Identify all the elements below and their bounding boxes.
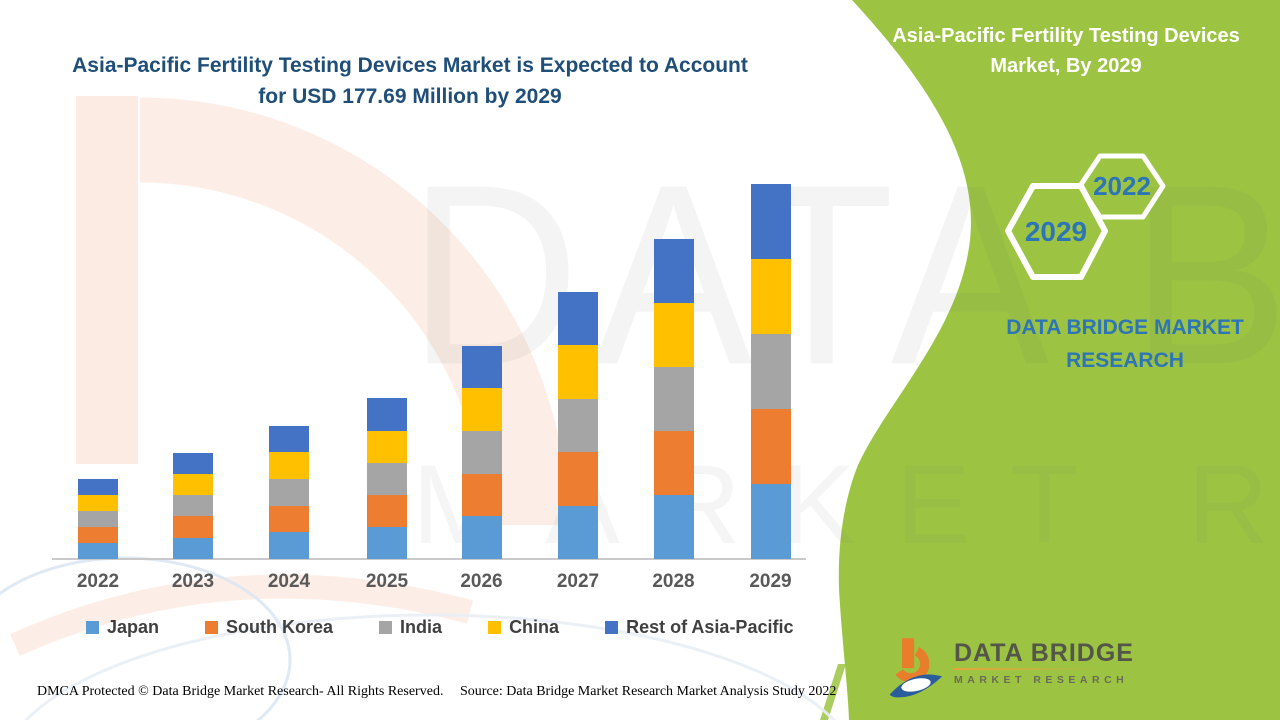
bar-segment-japan-2022 [78, 543, 118, 559]
x-axis-label-2026: 2026 [460, 571, 503, 592]
legend-label-india: India [400, 617, 443, 637]
bar-segment-india-2026 [461, 430, 502, 474]
legend-item-rest-of-asia-pacific: Rest of Asia-Pacific [605, 617, 793, 638]
brand-wordmark: DATA BRIDGE MARKET RESEARCH [1006, 316, 1244, 372]
watermark-logo-stem [76, 96, 138, 464]
x-axis-label-2029: 2029 [749, 571, 792, 592]
bar-segment-rest-of-asia-pacific-2029 [750, 184, 791, 259]
bar-segment-india-2023 [173, 495, 213, 517]
bar-segment-china-2026 [461, 388, 502, 431]
bar-segment-china-2024 [269, 452, 309, 479]
bar-2027 [558, 291, 598, 559]
legend-label-rest-of-asia-pacific: Rest of Asia-Pacific [626, 617, 794, 637]
page-title: Asia-Pacific Fertility Testing Devices M… [72, 54, 748, 108]
x-axis-label-2024: 2024 [267, 571, 311, 592]
x-axis-label-2027: 2027 [556, 571, 600, 592]
bar-segment-rest-of-asia-pacific-2026 [461, 345, 502, 389]
bar-2024 [269, 425, 309, 559]
watermark-logo-arc [139, 97, 568, 526]
bar-segment-japan-2029 [750, 484, 791, 559]
bar-segment-japan-2025 [367, 526, 407, 559]
hexagon-2022 [1077, 153, 1166, 220]
bar-2028 [653, 239, 694, 559]
legend-label-japan: Japan [107, 617, 160, 637]
bar-segment-japan-2028 [653, 495, 694, 559]
data-bridge-logo-icon [889, 638, 943, 698]
bar-segment-china-2027 [558, 345, 598, 399]
bar-segment-rest-of-asia-pacific-2025 [367, 398, 407, 431]
footer-source: Source: Data Bridge Market Research Mark… [460, 684, 837, 699]
bar-segment-china-2023 [173, 473, 213, 496]
legend-swatch-rest-of-asia-pacific [605, 621, 619, 634]
bar-segment-india-2022 [78, 511, 118, 528]
x-axis-label-2023: 2023 [171, 571, 215, 592]
bar-segment-south-korea-2025 [367, 494, 407, 527]
legend-item-japan: Japan [86, 617, 159, 638]
logo-subtext: MARKET RESEARCH [954, 674, 1129, 686]
bar-2029 [750, 184, 791, 559]
data-bridge-logo: DATA BRIDGE MARKET RESEARCH [888, 636, 1134, 704]
logo-underline [954, 668, 1104, 670]
bar-segment-india-2029 [750, 334, 791, 409]
x-axis-label-2025: 2025 [365, 571, 409, 592]
bar-segment-south-korea-2026 [461, 473, 502, 517]
footer-dmca: DMCA Protected © Data Bridge Market Rese… [37, 684, 444, 699]
bar-segment-india-2024 [269, 478, 309, 506]
right-panel-title: Asia-Pacific Fertility Testing Devices M… [892, 25, 1240, 77]
bar-segment-south-korea-2028 [653, 431, 694, 496]
green-panel-shape [838, 0, 1280, 720]
bar-segment-japan-2027 [558, 505, 598, 559]
bar-segment-south-korea-2027 [558, 452, 598, 506]
bar-segment-south-korea-2022 [78, 527, 118, 544]
green-accent-sliver [820, 664, 846, 720]
bar-segment-china-2028 [653, 303, 694, 368]
legend: Japan South Korea India China Rest of Asia-P… [86, 617, 793, 638]
bar-segment-china-2029 [750, 259, 791, 334]
bar-segment-china-2025 [367, 430, 407, 463]
legend-swatch-india [379, 621, 393, 634]
bar-2026 [461, 345, 502, 559]
legend-item-south-korea: South Korea [205, 617, 333, 638]
bar-segment-japan-2026 [461, 516, 502, 559]
x-axis-label-2022: 2022 [76, 571, 120, 592]
bar-segment-south-korea-2023 [173, 516, 213, 538]
bar-segment-india-2025 [367, 462, 407, 495]
bar-segment-japan-2024 [269, 532, 309, 559]
bar-segment-south-korea-2024 [269, 505, 309, 533]
legend-item-china: China [488, 617, 559, 638]
hexagon-badges: 2022 2029 [1005, 153, 1166, 280]
bar-segment-japan-2023 [173, 537, 213, 559]
legend-swatch-japan [86, 621, 99, 634]
bar-segment-india-2028 [653, 367, 694, 432]
legend-item-india: India [379, 617, 442, 638]
bar-segment-rest-of-asia-pacific-2023 [173, 452, 213, 474]
watermark-circle-wide [24, 613, 836, 720]
bar-2023 [173, 452, 213, 559]
bar-segment-rest-of-asia-pacific-2024 [269, 425, 309, 453]
logo-wordmark: DATA BRIDGE [954, 639, 1134, 667]
hexagon-2029-label: 2029 [1025, 216, 1087, 247]
bar-segment-rest-of-asia-pacific-2028 [653, 239, 694, 304]
hexagon-2022-label: 2022 [1093, 171, 1151, 201]
watermark-logo-swoosh [10, 574, 474, 656]
legend-label-south-korea: South Korea [226, 617, 334, 637]
bar-segment-rest-of-asia-pacific-2022 [78, 479, 118, 496]
bar-2022 [78, 479, 118, 559]
bar-segment-rest-of-asia-pacific-2027 [558, 291, 598, 346]
watermark-text-line1: DATA BRI [408, 132, 1280, 419]
legend-swatch-china [488, 621, 502, 634]
bar-segment-south-korea-2029 [750, 409, 791, 484]
legend-label-china: China [509, 617, 560, 637]
watermark-text-line2: MARKET RESEARCH [412, 442, 1280, 567]
bar-2025 [367, 398, 407, 559]
x-axis-label-2028: 2028 [652, 571, 695, 592]
bar-segment-china-2022 [78, 495, 118, 512]
legend-swatch-south-korea [205, 621, 219, 634]
bar-segment-india-2027 [558, 398, 598, 453]
x-axis-line [52, 558, 806, 560]
